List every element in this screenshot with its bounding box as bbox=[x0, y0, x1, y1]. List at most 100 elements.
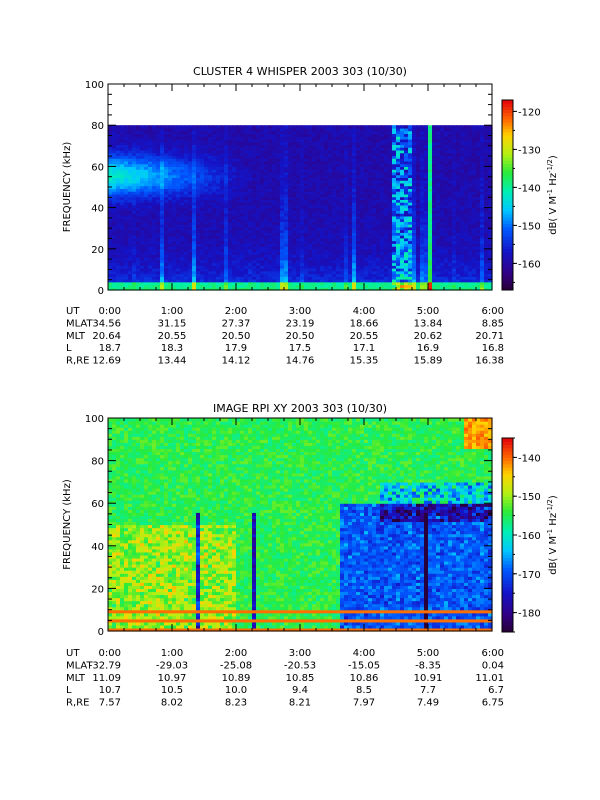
ephemeris-value: -29.03 bbox=[156, 660, 188, 671]
ephemeris-value: 20.71 bbox=[475, 331, 504, 342]
ephemeris-value: 20.50 bbox=[286, 331, 315, 342]
colorbar-tick-label: -150 bbox=[518, 221, 541, 232]
ephemeris-value: 9.4 bbox=[292, 685, 308, 696]
ephemeris-value: 13.44 bbox=[158, 356, 187, 367]
spectrogram-image bbox=[108, 418, 493, 632]
colorbar-tick-label: -180 bbox=[518, 609, 541, 620]
colorbar-tick-label: -130 bbox=[518, 145, 541, 156]
ephemeris-value: 0:00 bbox=[99, 306, 121, 317]
ephemeris-value: -32.79 bbox=[89, 660, 121, 671]
colorbar-tick-label: -170 bbox=[518, 570, 541, 581]
ephemeris-value: 17.1 bbox=[353, 343, 375, 354]
ephemeris-value: 23.19 bbox=[286, 318, 315, 329]
ephemeris-value: 17.9 bbox=[225, 343, 247, 354]
ephemeris-value: 8.85 bbox=[482, 318, 504, 329]
colorbar-frame bbox=[501, 99, 514, 291]
ephemeris-table: UT 0:00 1:00 2:00 3:00 4:00 5:00 6:00 MLAT 34.56 3… bbox=[66, 306, 504, 367]
ephemeris-row-label: L bbox=[66, 685, 72, 696]
ephemeris-row-label: R,RE bbox=[66, 698, 89, 709]
ephemeris-value: 18.7 bbox=[99, 343, 121, 354]
ephemeris-value: 20.62 bbox=[414, 331, 443, 342]
spectrogram-image bbox=[108, 125, 493, 291]
ephemeris-value: 7.49 bbox=[417, 698, 439, 709]
chart-title: IMAGE RPI XY 2003 303 (10/30) bbox=[213, 402, 387, 415]
ephemeris-value: 5:00 bbox=[417, 306, 439, 317]
ephemeris-row-label: MLAT bbox=[66, 318, 93, 329]
colorbar-tick-label: -150 bbox=[518, 492, 541, 503]
y-tick-label: 0 bbox=[98, 286, 104, 297]
colorbar: -140 -150 -160 -170 -180 dB( V M-1 Hz-1/2) bbox=[501, 437, 559, 633]
colorbar-tick-label: -120 bbox=[518, 107, 541, 118]
ephemeris-value: 16.9 bbox=[417, 343, 439, 354]
ephemeris-value: 34.56 bbox=[92, 318, 121, 329]
ephemeris-value: 10.86 bbox=[350, 673, 379, 684]
ephemeris-value: -25.08 bbox=[220, 660, 252, 671]
ephemeris-value: 0:00 bbox=[99, 648, 121, 659]
ephemeris-row-label: UT bbox=[66, 648, 80, 659]
ephemeris-value: 7.97 bbox=[353, 698, 375, 709]
ephemeris-value: 10.5 bbox=[161, 685, 183, 696]
ephemeris-value: 11.01 bbox=[475, 673, 504, 684]
ephemeris-value: 10.97 bbox=[158, 673, 187, 684]
y-tick-label: 80 bbox=[91, 121, 104, 132]
ephemeris-value: 0.04 bbox=[482, 660, 504, 671]
y-tick-label: 100 bbox=[85, 80, 104, 91]
cluster-whisper-panel: CLUSTER 4 WHISPER 2003 303 (10/30) 0 20 40 6… bbox=[62, 65, 559, 367]
ephemeris-value: 18.66 bbox=[350, 318, 379, 329]
ephemeris-value: 16.38 bbox=[475, 356, 504, 367]
y-tick-label: 100 bbox=[85, 414, 104, 425]
colorbar-tick-label: -140 bbox=[518, 183, 541, 194]
colorbar: -120 -130 -140 -150 -160 dB( V M-1 Hz-1/2) bbox=[501, 99, 559, 291]
ephemeris-value: -8.35 bbox=[415, 660, 441, 671]
ephemeris-value: 3:00 bbox=[289, 306, 311, 317]
ephemeris-value: 20.55 bbox=[158, 331, 187, 342]
colorbar-tick-label: -160 bbox=[518, 531, 541, 542]
ephemeris-value: 13.84 bbox=[414, 318, 443, 329]
ephemeris-value: 17.5 bbox=[289, 343, 311, 354]
ephemeris-value: 16.8 bbox=[482, 343, 504, 354]
ephemeris-value: 10.7 bbox=[99, 685, 121, 696]
y-tick-label: 60 bbox=[91, 499, 104, 510]
ephemeris-value: -20.53 bbox=[284, 660, 316, 671]
ephemeris-value: 20.55 bbox=[350, 331, 379, 342]
y-tick-label: 0 bbox=[98, 627, 104, 638]
colorbar-label: dB( V M-1 Hz-1/2) bbox=[546, 155, 559, 235]
ephemeris-row-label: MLT bbox=[66, 673, 86, 684]
ephemeris-value: 27.37 bbox=[222, 318, 251, 329]
ephemeris-value: 8.23 bbox=[225, 698, 247, 709]
ephemeris-value: 10.85 bbox=[286, 673, 315, 684]
ephemeris-value: 15.35 bbox=[350, 356, 379, 367]
ephemeris-value: 10.89 bbox=[222, 673, 251, 684]
ephemeris-value: 4:00 bbox=[353, 648, 375, 659]
ephemeris-value: 6:00 bbox=[482, 648, 504, 659]
y-tick-label: 60 bbox=[91, 162, 104, 173]
ephemeris-row-label: MLAT bbox=[66, 660, 93, 671]
ephemeris-value: 1:00 bbox=[161, 648, 183, 659]
y-tick-label: 40 bbox=[91, 542, 104, 553]
ephemeris-value: 7.7 bbox=[420, 685, 436, 696]
ephemeris-value: 2:00 bbox=[225, 306, 247, 317]
y-tick-label: 20 bbox=[91, 584, 104, 595]
ephemeris-value: 14.76 bbox=[286, 356, 315, 367]
ephemeris-row-label: L bbox=[66, 343, 72, 354]
ephemeris-value: 7.57 bbox=[99, 698, 121, 709]
colorbar-tick-label: -160 bbox=[518, 259, 541, 270]
chart-title: CLUSTER 4 WHISPER 2003 303 (10/30) bbox=[193, 65, 407, 78]
ephemeris-value: 10.91 bbox=[414, 673, 443, 684]
y-tick-label: 40 bbox=[91, 204, 104, 215]
colorbar-label: dB( V M-1 Hz-1/2) bbox=[546, 495, 559, 575]
ephemeris-value: 10.0 bbox=[225, 685, 247, 696]
ephemeris-row-label: MLT bbox=[66, 331, 86, 342]
y-tick-label: 80 bbox=[91, 457, 104, 468]
y-tick-label: 20 bbox=[91, 245, 104, 256]
ephemeris-value: 2:00 bbox=[225, 648, 247, 659]
ephemeris-value: 1:00 bbox=[161, 306, 183, 317]
ephemeris-value: 20.64 bbox=[92, 331, 121, 342]
ephemeris-value: 11.09 bbox=[92, 673, 121, 684]
ephemeris-value: 3:00 bbox=[289, 648, 311, 659]
ephemeris-value: 12.69 bbox=[92, 356, 121, 367]
ephemeris-value: 14.12 bbox=[222, 356, 251, 367]
colorbar-tick-label: -140 bbox=[518, 453, 541, 464]
ephemeris-value: 4:00 bbox=[353, 306, 375, 317]
